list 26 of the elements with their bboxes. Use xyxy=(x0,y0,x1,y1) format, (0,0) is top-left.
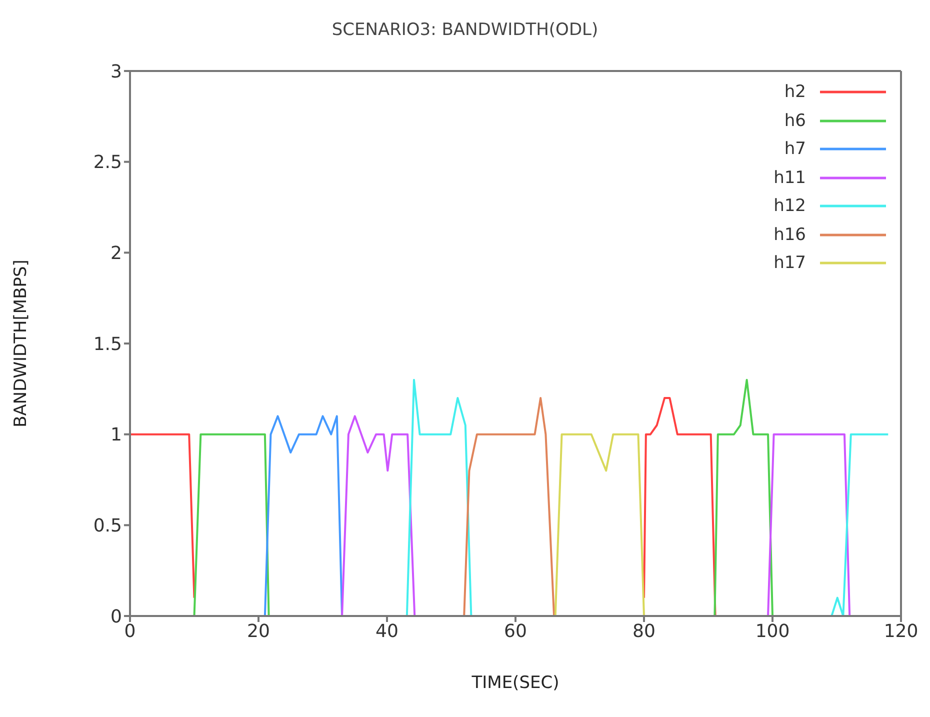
legend-label: h17 xyxy=(774,253,806,274)
y-tick-label: 2 xyxy=(110,243,122,264)
x-tick-label: 80 xyxy=(632,620,656,642)
x-tick-label: 20 xyxy=(247,620,270,642)
x-tick-label: 60 xyxy=(504,620,527,642)
chart-title: SCENARIO3: BANDWIDTH(ODL) xyxy=(330,19,600,42)
y-tick-label: 2.5 xyxy=(93,152,122,174)
y-tick-label: 0.5 xyxy=(93,516,122,537)
x-tick-label: 0 xyxy=(124,620,136,642)
x-tick-label: 120 xyxy=(884,620,918,642)
y-tick-label: 1 xyxy=(110,424,122,446)
x-axis-title: TIME(SEC) xyxy=(470,673,560,693)
y-tick-label: 3 xyxy=(110,61,122,82)
legend-label: h7 xyxy=(784,139,806,160)
legend-label: h16 xyxy=(774,224,806,245)
line-series xyxy=(463,397,556,616)
y-axis-title: BANDWIDTH[MBPS] xyxy=(11,260,32,428)
legend-label: h2 xyxy=(784,82,806,102)
line-series xyxy=(264,415,344,616)
legend-label: h12 xyxy=(774,196,806,216)
y-tick-label: 1.5 xyxy=(93,334,122,355)
y-tick-label: 0 xyxy=(110,606,122,628)
legend-label: h11 xyxy=(774,168,806,188)
legend-label: h6 xyxy=(784,110,806,131)
x-tick-label: 40 xyxy=(376,620,398,642)
x-tick-label: 100 xyxy=(755,620,790,642)
